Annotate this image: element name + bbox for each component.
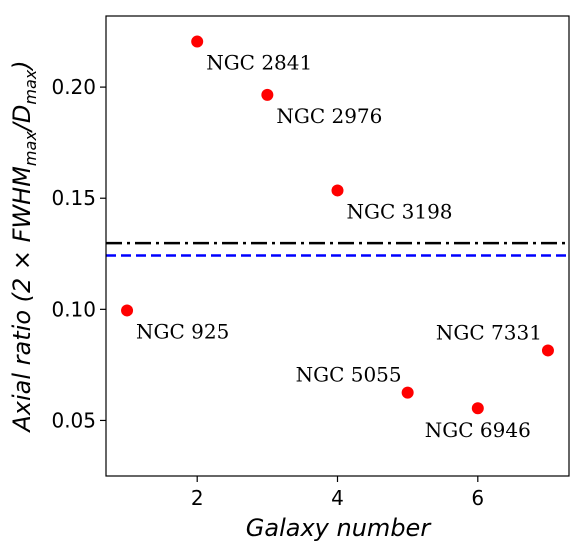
y-tick-label: 0.15 bbox=[51, 186, 96, 210]
point-label: NGC 7331 bbox=[436, 320, 542, 344]
data-point bbox=[121, 304, 134, 317]
x-tick-label: 6 bbox=[471, 486, 484, 510]
y-tick-label: 0.05 bbox=[51, 408, 96, 432]
x-axis-ticks: 2 4 6 bbox=[191, 476, 484, 510]
plot-frame bbox=[105, 15, 570, 477]
point-labels: NGC 925 NGC 2841 NGC 2976 NGC 3198 NGC 5055 N… bbox=[136, 51, 542, 443]
data-point bbox=[401, 386, 414, 399]
y-axis-title: Axial ratio (2 × FWHMmax/Dmax) bbox=[8, 60, 40, 433]
data-point bbox=[331, 184, 344, 197]
y-axis-title-sub2: max bbox=[21, 69, 40, 104]
y-tick-label: 0.20 bbox=[51, 75, 96, 99]
data-points bbox=[121, 35, 554, 415]
point-label: NGC 925 bbox=[136, 319, 229, 343]
x-axis-title: Galaxy number bbox=[246, 514, 433, 542]
reference-lines bbox=[106, 241, 569, 257]
y-axis-title-main: Axial ratio (2 × FWHM bbox=[8, 166, 36, 434]
data-point bbox=[471, 402, 484, 415]
data-point bbox=[261, 88, 274, 101]
point-label: NGC 3198 bbox=[347, 199, 453, 223]
y-axis-ticks: 0.05 0.10 0.15 0.20 bbox=[51, 75, 106, 432]
point-label: NGC 6946 bbox=[425, 418, 531, 442]
data-point bbox=[541, 344, 554, 357]
y-axis-title-sub1: max bbox=[21, 131, 40, 166]
y-axis-title-mid: /D bbox=[8, 105, 36, 134]
x-tick-label: 2 bbox=[191, 486, 204, 510]
y-tick-label: 0.10 bbox=[51, 297, 96, 321]
y-axis-title-end: ) bbox=[8, 60, 36, 71]
point-label: NGC 2976 bbox=[276, 104, 382, 128]
x-tick-label: 4 bbox=[331, 486, 344, 510]
point-label: NGC 5055 bbox=[296, 363, 402, 387]
data-point bbox=[191, 35, 204, 48]
point-label: NGC 2841 bbox=[206, 51, 312, 75]
